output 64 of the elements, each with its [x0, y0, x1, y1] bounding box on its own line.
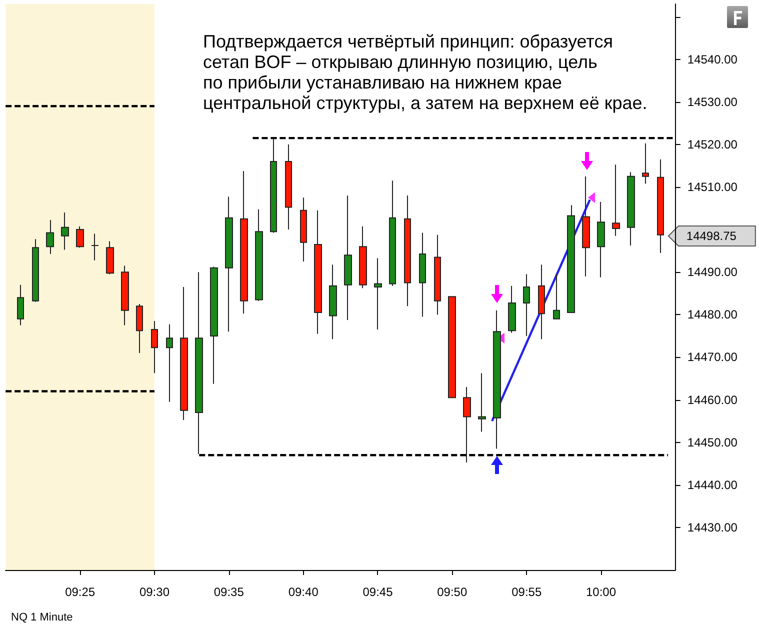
candlestick	[448, 296, 456, 398]
candlestick	[225, 196, 233, 332]
x-tick-label: 09:55	[512, 585, 542, 599]
y-tick-label: 14540.00	[687, 52, 738, 66]
candlestick	[597, 201, 605, 278]
candlestick	[136, 304, 143, 354]
x-tick-label: 09:30	[139, 585, 170, 599]
candlestick	[553, 274, 560, 320]
text: NQ 1 Minute	[11, 612, 73, 624]
candlestick	[434, 234, 441, 316]
candlestick	[121, 265, 129, 326]
candlestick	[285, 144, 292, 230]
candlestick	[180, 286, 188, 420]
candlestick	[627, 172, 635, 246]
y-tick-label: 14440.00	[687, 478, 738, 492]
candlestick	[359, 226, 367, 289]
x-tick-label: 09:25	[65, 585, 96, 599]
candlestick	[76, 226, 84, 248]
y-tick-label: 14480.00	[687, 308, 738, 322]
x-tick-label: 09:40	[288, 585, 319, 599]
candlestick	[463, 386, 471, 464]
candlestick	[17, 284, 24, 326]
candlestick	[106, 240, 114, 275]
y-tick-label: 14530.00	[687, 94, 738, 109]
y-tick-label: 14470.00	[687, 350, 738, 364]
y-tick-label: 14510.00	[687, 180, 738, 194]
candlestick	[538, 264, 545, 340]
candlestick	[166, 324, 173, 402]
candlestick	[523, 274, 530, 336]
text: 14498.75	[686, 229, 737, 243]
candlestick	[419, 232, 426, 318]
candlestick	[508, 285, 516, 334]
y-tick-label: 14490.00	[687, 265, 738, 280]
candlestick	[642, 142, 649, 184]
candlestick	[657, 158, 664, 254]
candlestick	[240, 170, 248, 314]
candlestick	[46, 219, 54, 255]
candlestick	[151, 320, 158, 374]
candlestick	[255, 208, 263, 302]
y-tick-label: 14430.00	[687, 520, 738, 534]
y-tick-label: 14450.00	[687, 435, 738, 450]
candlestick	[612, 164, 620, 236]
candlestick	[32, 238, 39, 302]
candlestick	[300, 197, 307, 262]
candlestick	[314, 210, 322, 334]
x-tick-label: 09:50	[437, 585, 468, 599]
y-tick-label: 14460.00	[687, 392, 738, 407]
candlestick	[478, 372, 486, 432]
x-tick-label: 09:35	[214, 585, 244, 599]
candlestick	[374, 258, 382, 330]
candlestick	[404, 195, 411, 307]
candlestick	[270, 138, 277, 234]
candlestick	[61, 212, 69, 250]
candlestick	[329, 264, 337, 340]
candlestick	[389, 180, 396, 286]
x-tick-label: 10:00	[586, 585, 616, 599]
candlestick	[344, 195, 352, 320]
candlestick	[567, 204, 575, 314]
candlestick	[91, 233, 99, 261]
x-tick-label: 09:45	[362, 585, 394, 599]
candlestick	[210, 266, 218, 384]
candlestick	[195, 272, 203, 455]
y-tick-label: 14520.00	[687, 137, 738, 152]
annotation: Подтверждается четвёртый принцип: образуется сетап BOF – открываю длинную позицию, цель по прибыли устанавливаю на нижнем крае центральной структуры, а затем на верхнем её крае.	[203, 31, 648, 113]
